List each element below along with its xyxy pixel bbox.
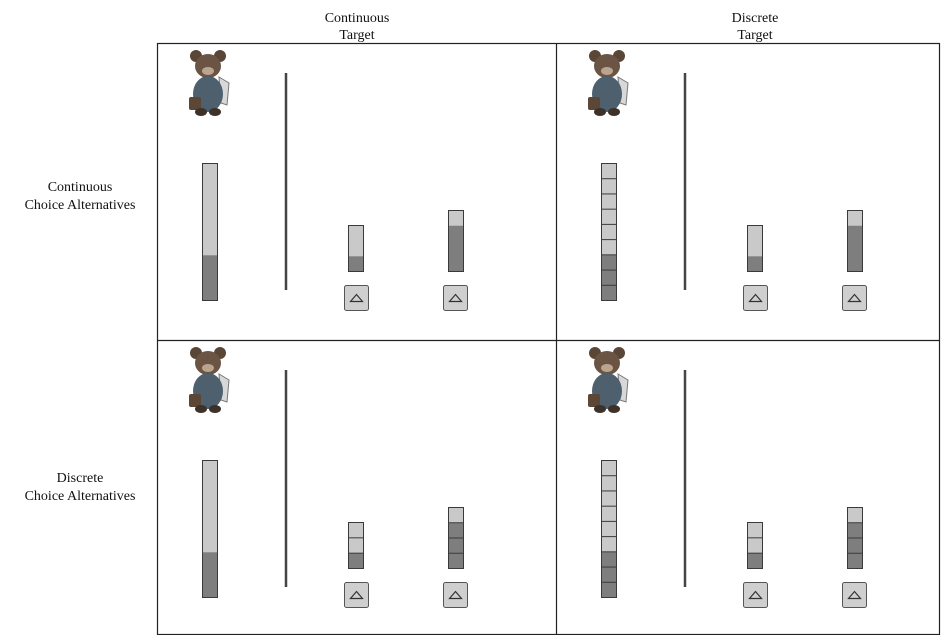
increase-button[interactable]	[344, 582, 369, 608]
bar-fill	[202, 255, 218, 301]
bar-fill	[847, 522, 863, 569]
increase-button[interactable]	[842, 582, 867, 608]
button-face	[344, 285, 369, 311]
bear-bag	[189, 394, 201, 407]
bar-outline	[601, 460, 617, 598]
bear-foot	[209, 405, 221, 413]
bear-icon	[588, 50, 629, 116]
bar-outline	[202, 460, 218, 598]
increase-button[interactable]	[443, 285, 468, 311]
bear-head	[195, 54, 221, 78]
trial-panel	[189, 347, 468, 608]
button-arrow	[448, 590, 463, 600]
button-arrow	[349, 590, 364, 600]
bear-snout	[601, 67, 613, 75]
increase-button[interactable]	[743, 285, 768, 311]
bar-fill	[747, 553, 763, 569]
increase-button[interactable]	[344, 285, 369, 311]
button-arrow	[847, 293, 862, 303]
bear-foot	[608, 108, 620, 116]
row-header: Continuous	[48, 180, 113, 195]
grid-frame	[156, 42, 941, 635]
row-header: Choice Alternatives	[25, 198, 136, 213]
bar-outline	[747, 522, 763, 569]
bear-foot	[594, 108, 606, 116]
bar-outline	[348, 522, 364, 569]
trial-panel	[189, 50, 468, 311]
bar-fill	[348, 553, 364, 569]
bear-head	[195, 351, 221, 375]
button-arrow	[748, 590, 763, 600]
bar-fill	[348, 256, 364, 272]
button-face	[443, 582, 468, 608]
bar-outline	[448, 507, 464, 569]
button-face	[743, 582, 768, 608]
column-header: Target	[339, 28, 374, 43]
bear-foot	[195, 108, 207, 116]
increase-button[interactable]	[743, 582, 768, 608]
bear-snout	[601, 364, 613, 372]
bear-head	[594, 351, 620, 375]
button-face	[842, 582, 867, 608]
bear-snout	[202, 67, 214, 75]
bar-outline	[601, 163, 617, 301]
bear-foot	[195, 405, 207, 413]
button-arrow	[748, 293, 763, 303]
bear-bag	[588, 394, 600, 407]
button-face	[344, 582, 369, 608]
button-arrow	[448, 293, 463, 303]
bear-icon	[189, 50, 230, 116]
bar-fill	[448, 225, 464, 272]
bar-fill	[448, 522, 464, 569]
increase-button[interactable]	[842, 285, 867, 311]
bear-icon	[588, 347, 629, 413]
bar-outline	[448, 210, 464, 272]
bar-fill	[202, 552, 218, 598]
bear-icon	[189, 347, 230, 413]
bar-fill	[847, 225, 863, 272]
bar-outline	[847, 507, 863, 569]
trial-panel	[588, 347, 867, 608]
bar-outline	[747, 225, 763, 272]
bar-fill	[601, 254, 617, 301]
bar-outline	[348, 225, 364, 272]
bar-fill	[601, 551, 617, 598]
bear-foot	[209, 108, 221, 116]
trial-panel	[588, 50, 867, 311]
bar-outline	[847, 210, 863, 272]
row-header: Choice Alternatives	[25, 489, 136, 504]
button-face	[443, 285, 468, 311]
button-arrow	[847, 590, 862, 600]
button-face	[842, 285, 867, 311]
increase-button[interactable]	[443, 582, 468, 608]
column-header: Discrete	[732, 11, 779, 26]
bear-head	[594, 54, 620, 78]
row-header: Discrete	[57, 471, 104, 486]
bar-outline	[202, 163, 218, 301]
button-arrow	[349, 293, 364, 303]
bear-bag	[189, 97, 201, 110]
button-face	[743, 285, 768, 311]
column-header: Continuous	[325, 11, 390, 26]
bar-fill	[747, 256, 763, 272]
bear-foot	[608, 405, 620, 413]
bear-bag	[588, 97, 600, 110]
bear-foot	[594, 405, 606, 413]
bear-snout	[202, 364, 214, 372]
column-header: Target	[737, 28, 772, 43]
